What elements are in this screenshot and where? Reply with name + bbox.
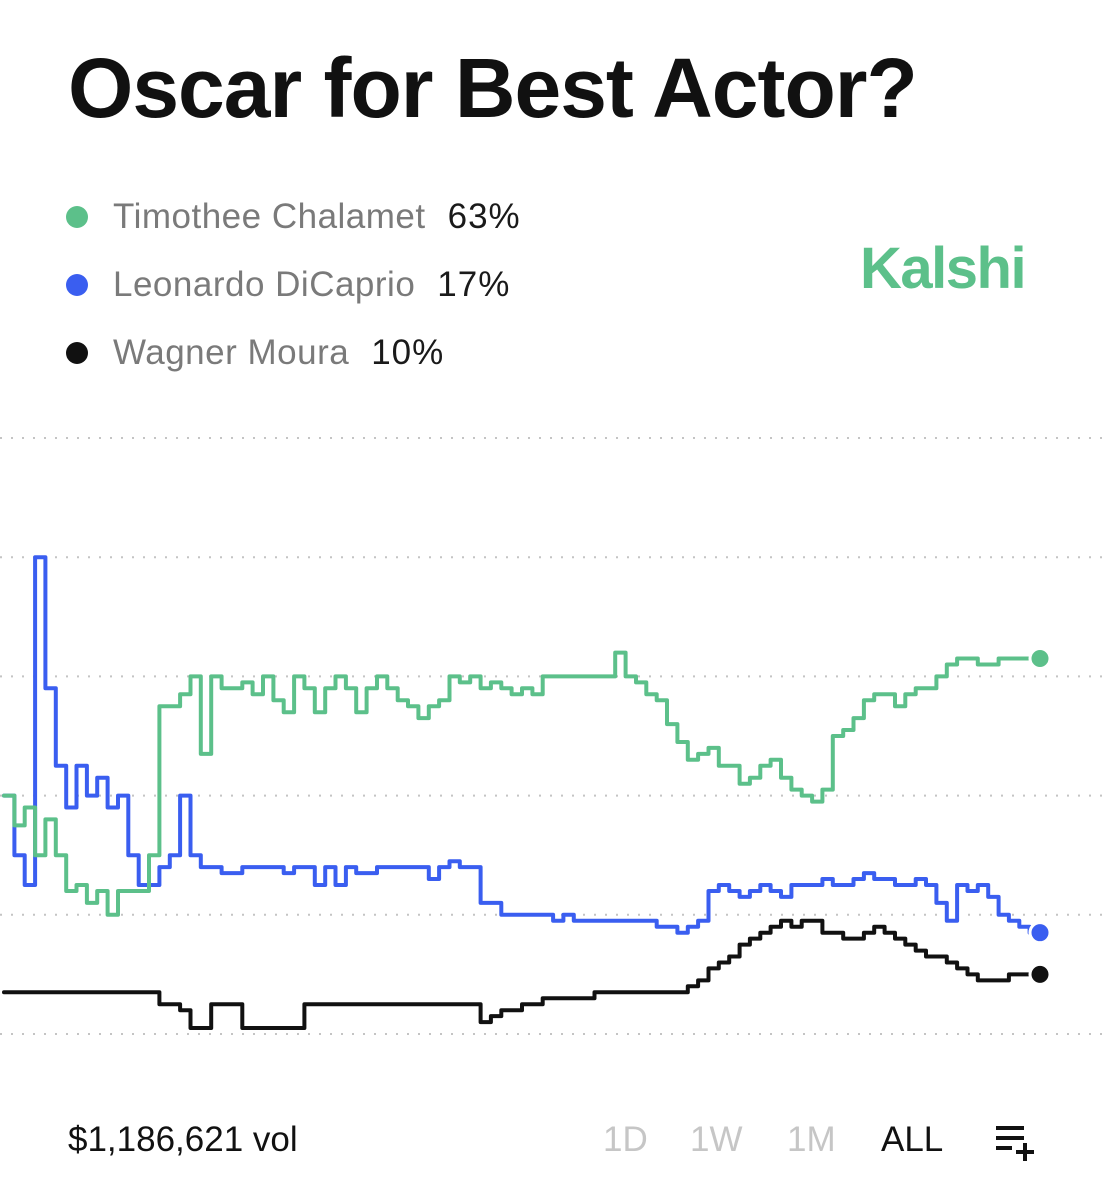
legend-pct-dicaprio: 17% — [437, 265, 510, 305]
legend-item-chalamet: Timothee Chalamet 63% — [66, 183, 521, 251]
legend-pct-chalamet: 63% — [448, 197, 521, 237]
range-button-1m[interactable]: 1M — [787, 1120, 836, 1160]
kalshi-logo: Kalshi — [860, 240, 1025, 298]
volume-label: $1,186,621 vol — [68, 1120, 298, 1160]
series-end-point-leonardo-dicaprio — [1030, 923, 1050, 943]
chart-legend: Timothee Chalamet 63% Leonardo DiCaprio … — [66, 183, 521, 387]
range-button-1d[interactable]: 1D — [603, 1120, 648, 1160]
list-add-icon[interactable] — [990, 1118, 1046, 1164]
page-title: Oscar for Best Actor? — [68, 46, 917, 130]
legend-label-moura: Wagner Moura — [113, 333, 349, 373]
legend-label-dicaprio: Leonardo DiCaprio — [113, 265, 415, 305]
range-button-all[interactable]: ALL — [881, 1120, 943, 1160]
legend-pct-moura: 10% — [371, 333, 444, 373]
legend-item-moura: Wagner Moura 10% — [66, 319, 521, 387]
series-end-point-timothee-chalamet — [1030, 649, 1050, 669]
series-line-wagner-moura — [4, 921, 1040, 1028]
range-button-1w[interactable]: 1W — [690, 1120, 743, 1160]
legend-item-dicaprio: Leonardo DiCaprio 17% — [66, 251, 521, 319]
chart-footer: $1,186,621 vol 1D 1W 1M ALL — [0, 1110, 1107, 1170]
legend-dot-dicaprio — [66, 274, 88, 296]
series-end-point-wagner-moura — [1030, 964, 1050, 984]
legend-dot-moura — [66, 342, 88, 364]
legend-label-chalamet: Timothee Chalamet — [113, 197, 426, 237]
list-add-icon-svg — [990, 1118, 1046, 1164]
line-chart — [0, 400, 1107, 1080]
legend-dot-chalamet — [66, 206, 88, 228]
